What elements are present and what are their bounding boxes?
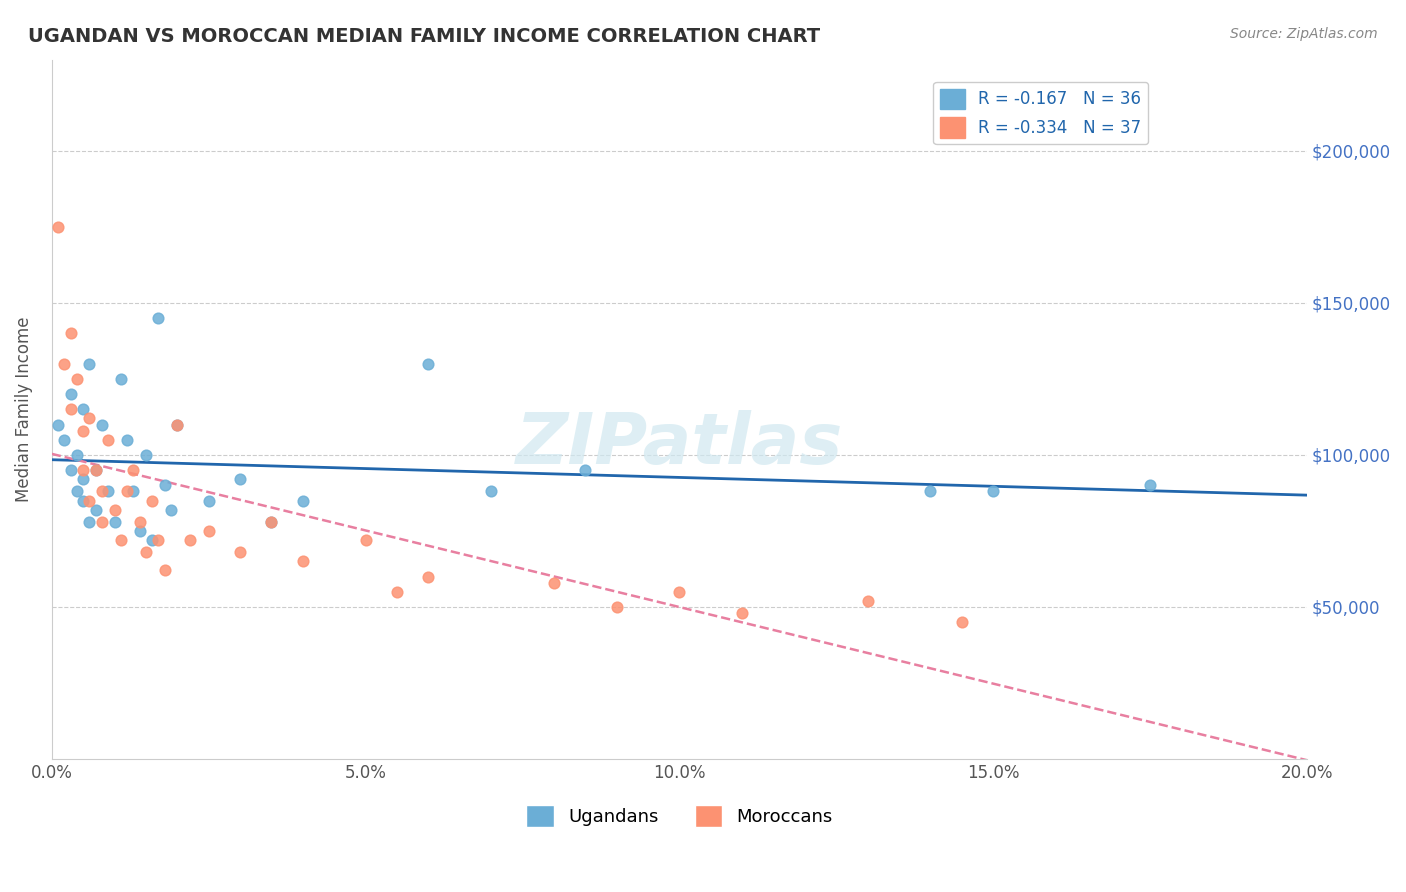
Point	[260, 515, 283, 529]
Point	[103, 515, 125, 529]
Point	[97, 484, 120, 499]
Point	[418, 569, 440, 583]
Point	[66, 372, 89, 386]
Point	[229, 472, 252, 486]
Point	[59, 463, 82, 477]
Point	[141, 493, 163, 508]
Point	[59, 387, 82, 401]
Point	[110, 372, 132, 386]
Point	[72, 424, 94, 438]
Point	[1139, 478, 1161, 492]
Point	[53, 357, 76, 371]
Point	[574, 463, 596, 477]
Point	[135, 545, 157, 559]
Point	[66, 448, 89, 462]
Point	[418, 357, 440, 371]
Point	[115, 433, 138, 447]
Point	[153, 564, 176, 578]
Point	[153, 478, 176, 492]
Point	[59, 402, 82, 417]
Point	[229, 545, 252, 559]
Point	[128, 524, 150, 538]
Point	[920, 484, 942, 499]
Point	[53, 433, 76, 447]
Point	[91, 515, 114, 529]
Point	[79, 515, 101, 529]
Point	[179, 533, 201, 547]
Point	[103, 502, 125, 516]
Point	[79, 493, 101, 508]
Point	[128, 515, 150, 529]
Point	[79, 411, 101, 425]
Point	[84, 463, 107, 477]
Point	[91, 484, 114, 499]
Point	[79, 357, 101, 371]
Point	[66, 484, 89, 499]
Point	[385, 584, 408, 599]
Point	[72, 493, 94, 508]
Point	[122, 484, 145, 499]
Point	[166, 417, 188, 432]
Point	[291, 493, 314, 508]
Legend: Ugandans, Moroccans: Ugandans, Moroccans	[519, 797, 839, 834]
Point	[543, 575, 565, 590]
Point	[260, 515, 283, 529]
Point	[46, 417, 69, 432]
Point	[72, 402, 94, 417]
Point	[479, 484, 502, 499]
Point	[72, 472, 94, 486]
Point	[97, 433, 120, 447]
Point	[91, 417, 114, 432]
Point	[84, 463, 107, 477]
Point	[291, 554, 314, 568]
Point	[197, 493, 219, 508]
Point	[148, 311, 170, 326]
Point	[141, 533, 163, 547]
Point	[856, 594, 879, 608]
Point	[72, 463, 94, 477]
Point	[122, 463, 145, 477]
Point	[110, 533, 132, 547]
Y-axis label: Median Family Income: Median Family Income	[15, 317, 32, 502]
Text: UGANDAN VS MOROCCAN MEDIAN FAMILY INCOME CORRELATION CHART: UGANDAN VS MOROCCAN MEDIAN FAMILY INCOME…	[28, 27, 820, 45]
Point	[981, 484, 1004, 499]
Point	[606, 599, 628, 614]
Point	[115, 484, 138, 499]
Point	[84, 502, 107, 516]
Text: ZIPatlas: ZIPatlas	[516, 409, 844, 479]
Point	[731, 606, 754, 620]
Point	[197, 524, 219, 538]
Point	[135, 448, 157, 462]
Text: Source: ZipAtlas.com: Source: ZipAtlas.com	[1230, 27, 1378, 41]
Point	[148, 533, 170, 547]
Point	[354, 533, 377, 547]
Point	[59, 326, 82, 341]
Point	[46, 219, 69, 234]
Point	[160, 502, 183, 516]
Point	[950, 615, 973, 629]
Point	[668, 584, 690, 599]
Point	[166, 417, 188, 432]
